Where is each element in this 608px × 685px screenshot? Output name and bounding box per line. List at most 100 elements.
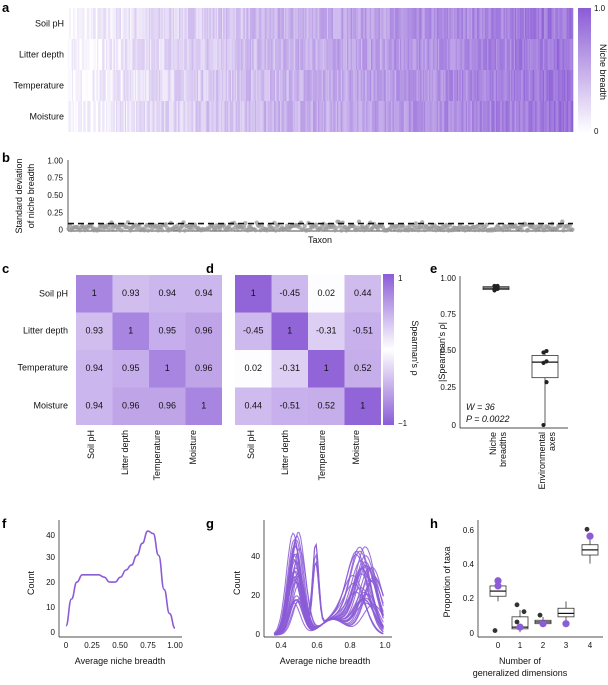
panel-a-cell: [456, 39, 459, 70]
panel-c-cell-label: 0.93: [122, 288, 140, 298]
panel-a-cell: [271, 101, 273, 132]
panel-a-cell: [531, 70, 533, 101]
panel-g-series-line: [274, 580, 384, 636]
panel-a-cell: [521, 70, 523, 101]
panel-a-cell: [275, 70, 277, 101]
panel-a-cell: [280, 101, 282, 132]
panel-a-cell: [517, 8, 520, 39]
panel-a-cell: [450, 70, 453, 101]
panel-b-point: [560, 219, 565, 224]
panel-a-cell: [543, 8, 546, 39]
panel-a-cell: [292, 70, 295, 101]
panel-a-cell: [179, 39, 181, 70]
panel-a-cell: [93, 8, 95, 39]
panel-a-cell: [293, 8, 296, 39]
panel-a-cell: [479, 39, 482, 70]
panel-a-cell: [127, 39, 129, 70]
panel-a-cell: [216, 101, 219, 132]
panel-a-cell: [104, 101, 107, 132]
panel-a-cell: [551, 70, 554, 101]
panel-a-cell: [434, 101, 436, 132]
panel-h-boxplot: 0 0.2 0.4 0.6 0 1 2 3 4 Number of genera…: [442, 520, 603, 678]
panel-a-cell: [214, 70, 217, 101]
panel-a-cell: [170, 101, 172, 132]
panel-a-cell: [509, 39, 512, 70]
panel-d-cell: [271, 275, 308, 313]
panel-a-cell: [310, 8, 312, 39]
panel-a-cell: [343, 39, 345, 70]
panel-a-cell: [376, 8, 378, 39]
panel-a-cell: [113, 70, 116, 101]
panel-a-cell: [224, 70, 227, 101]
panel-a-cell: [209, 8, 211, 39]
panel-a-cell: [442, 70, 445, 101]
panel-a-cell: [456, 101, 459, 132]
panel-a-cell: [268, 101, 271, 132]
panel-a-cell: [296, 39, 299, 70]
panel-a-cell: [347, 39, 349, 70]
panel-a-cell: [195, 8, 198, 39]
panel-a-cell: [364, 8, 367, 39]
panel-c-cell: [185, 275, 222, 313]
panel-a-cell: [165, 39, 167, 70]
panel-a-cell: [555, 70, 557, 101]
panel-a-cell: [487, 70, 489, 101]
panel-a-cell: [479, 8, 482, 39]
panel-a-cell: [418, 39, 421, 70]
panel-a-cell: [195, 101, 198, 132]
panel-a-cell: [316, 8, 319, 39]
panel-a-cell: [233, 39, 235, 70]
panel-a-cell: [561, 8, 564, 39]
panel-a-cell: [73, 39, 75, 70]
panel-a-cell: [80, 101, 83, 132]
panel-a-cell: [470, 70, 473, 101]
panel-a-cell: [110, 8, 113, 39]
panel-e-ytick-1: 0.25: [440, 383, 456, 392]
panel-a-cell: [525, 101, 527, 132]
panel-a-cell: [533, 8, 536, 39]
panel-a-row-label-2: Temperature: [13, 80, 64, 90]
panel-a-cell: [93, 39, 95, 70]
panel-a-cell: [147, 70, 150, 101]
panel-a-cell: [232, 70, 234, 101]
panel-e-point: [544, 359, 549, 364]
panel-a-cell: [278, 39, 281, 70]
panel-a-cell: [80, 8, 83, 39]
panel-a-cell: [326, 8, 329, 39]
panel-a-cell: [315, 101, 318, 132]
panel-c-cell-label: 1: [128, 326, 133, 336]
panel-c-col-label-0: Soil pH: [86, 430, 96, 459]
panel-d-cell-label: 1: [251, 288, 256, 298]
panel-a-cell: [469, 39, 472, 70]
panel-a-cell: [371, 8, 373, 39]
panel-a-cell: [160, 101, 162, 132]
panel-a-cell: [249, 39, 252, 70]
panel-a-cell: [187, 8, 190, 39]
panel-a-cell: [311, 8, 314, 39]
panel-a-cell: [142, 39, 145, 70]
panel-a-cell: [448, 101, 450, 132]
panel-a-cell: [526, 101, 528, 132]
panel-a-cell: [565, 8, 567, 39]
panel-a-cell: [523, 39, 526, 70]
panel-a-cell: [426, 101, 429, 132]
panel-a-cell: [299, 70, 301, 101]
panel-a-cell: [352, 39, 354, 70]
panel-a-cell: [86, 101, 89, 132]
panel-label-e: e: [430, 261, 437, 276]
panel-a-cell: [126, 39, 128, 70]
panel-e-box: [531, 355, 559, 379]
panel-a-cell: [258, 8, 261, 39]
panel-a-cell: [175, 8, 177, 39]
panel-a-cell: [555, 39, 557, 70]
panel-a-cell: [325, 70, 328, 101]
panel-a-cell: [329, 8, 331, 39]
panel-a-cell: [564, 39, 566, 70]
panel-a-cell: [393, 101, 396, 132]
panel-a-cell: [75, 70, 78, 101]
panel-a-cell: [89, 101, 92, 132]
panel-a-cell: [513, 8, 516, 39]
panel-f-ytick-4: 40: [46, 531, 55, 540]
panel-a-cell: [147, 8, 150, 39]
panel-a-cell: [426, 39, 429, 70]
